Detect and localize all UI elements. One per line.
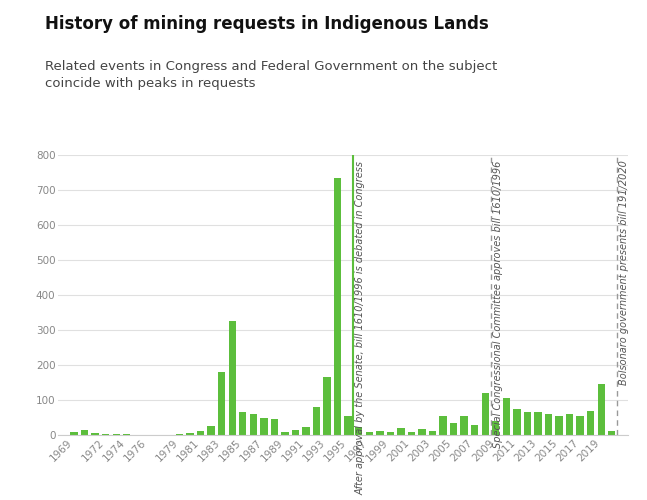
Bar	[260, 418, 267, 435]
Bar	[228, 321, 236, 435]
Bar	[439, 416, 447, 435]
Bar	[302, 428, 310, 435]
Text: Related events in Congress and Federal Government on the subject
coincide with p: Related events in Congress and Federal G…	[45, 60, 498, 90]
Bar	[176, 434, 183, 435]
Bar	[608, 431, 615, 435]
Bar	[576, 416, 584, 435]
Bar	[270, 419, 278, 435]
Bar	[91, 433, 99, 435]
Bar	[355, 428, 362, 435]
Bar	[218, 372, 225, 435]
Bar	[186, 433, 193, 435]
Bar	[334, 178, 342, 435]
Bar	[208, 426, 215, 435]
Text: Special Congressional Committee approves bill 1610/1996: Special Congressional Committee approves…	[492, 160, 503, 448]
Bar	[534, 412, 542, 435]
Bar	[471, 424, 478, 435]
Text: History of mining requests in Indigenous Lands: History of mining requests in Indigenous…	[45, 15, 489, 33]
Bar	[419, 429, 426, 435]
Bar	[481, 393, 489, 435]
Bar	[366, 432, 373, 435]
Text: After approval by the Senate, bill 1610/1996 is debated in Congress: After approval by the Senate, bill 1610/…	[356, 160, 366, 494]
Bar	[123, 434, 131, 435]
Bar	[492, 421, 499, 435]
Bar	[555, 416, 563, 435]
Bar	[197, 431, 204, 435]
Bar	[71, 432, 78, 435]
Bar	[450, 423, 457, 435]
Bar	[523, 412, 531, 435]
Bar	[545, 414, 552, 435]
Bar	[102, 434, 109, 435]
Bar	[397, 428, 404, 435]
Bar	[344, 416, 352, 435]
Bar	[250, 414, 257, 435]
Bar	[408, 432, 415, 435]
Bar	[513, 409, 521, 435]
Bar	[503, 398, 510, 435]
Bar	[387, 432, 394, 435]
Bar	[281, 432, 289, 435]
Bar	[113, 434, 120, 435]
Text: Bolsonaro government presents bill 191/2020: Bolsonaro government presents bill 191/2…	[619, 160, 629, 386]
Bar	[598, 384, 605, 435]
Bar	[587, 410, 595, 435]
Bar	[313, 407, 320, 435]
Bar	[239, 412, 247, 435]
Bar	[292, 430, 299, 435]
Bar	[461, 416, 468, 435]
Bar	[324, 377, 331, 435]
Bar	[429, 431, 436, 435]
Bar	[376, 431, 384, 435]
Bar	[566, 414, 573, 435]
Bar	[81, 430, 88, 435]
